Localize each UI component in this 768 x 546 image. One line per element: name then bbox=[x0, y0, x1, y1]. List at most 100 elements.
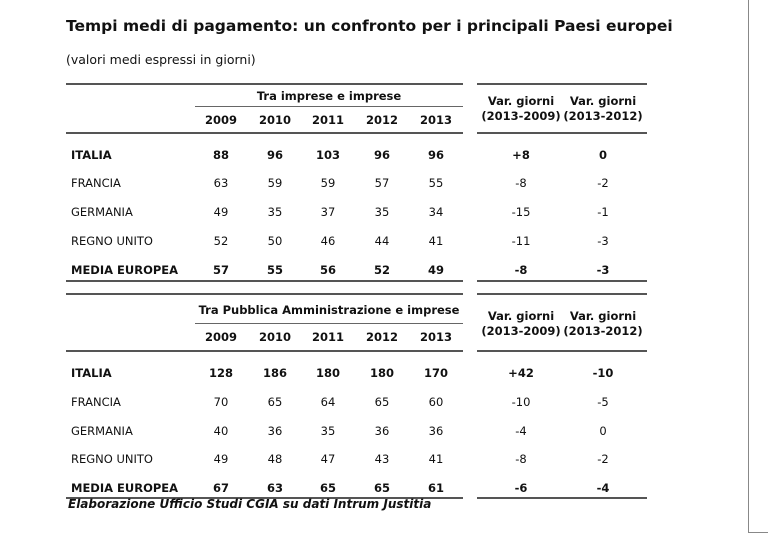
page-edge-right bbox=[748, 0, 749, 532]
table-top-rule-left bbox=[66, 83, 463, 85]
table-cell: 47 bbox=[320, 452, 336, 466]
table-cell: 64 bbox=[320, 395, 336, 409]
row-label: GERMANIA bbox=[71, 424, 133, 438]
table-cell: 50 bbox=[267, 234, 283, 248]
header-rule-right bbox=[477, 132, 647, 134]
var-cell: -2 bbox=[597, 176, 609, 190]
group-header: Tra imprese e imprese bbox=[256, 89, 402, 103]
table-cell: 96 bbox=[266, 148, 284, 162]
table-cell: 52 bbox=[213, 234, 229, 248]
table-cell: 65 bbox=[319, 481, 337, 495]
table-cell: 49 bbox=[213, 205, 229, 219]
row-label: MEDIA EUROPEA bbox=[71, 263, 179, 277]
table-cell: 36 bbox=[267, 424, 283, 438]
var-cell: -4 bbox=[515, 424, 527, 438]
var-cell: +42 bbox=[508, 366, 534, 380]
group-header-rule bbox=[195, 323, 463, 324]
table-cell: 44 bbox=[374, 234, 390, 248]
table-cell: 36 bbox=[428, 424, 444, 438]
table-cell: 103 bbox=[315, 148, 341, 162]
table-cell: 56 bbox=[319, 263, 337, 277]
year-header: 2009 bbox=[204, 113, 238, 127]
table-cell: 41 bbox=[428, 234, 444, 248]
var-cell: +8 bbox=[512, 148, 530, 162]
table-cell: 128 bbox=[208, 366, 234, 380]
var-header-line2: (2013-2012) bbox=[563, 109, 643, 123]
table-cell: 65 bbox=[373, 481, 391, 495]
table-cell: 65 bbox=[374, 395, 390, 409]
group-header: Tra Pubblica Amministrazione e imprese bbox=[198, 303, 460, 317]
table-cell: 52 bbox=[373, 263, 391, 277]
page-subtitle: (valori medi espressi in giorni) bbox=[66, 52, 256, 67]
var-header-line1: Var. giorni bbox=[487, 309, 555, 323]
var-cell: -8 bbox=[515, 452, 527, 466]
header-rule-right bbox=[477, 350, 647, 352]
group-header-rule bbox=[195, 106, 463, 107]
table-cell: 59 bbox=[267, 176, 283, 190]
table-cell: 63 bbox=[213, 176, 229, 190]
table-cell: 41 bbox=[428, 452, 444, 466]
year-header: 2013 bbox=[419, 330, 453, 344]
var-cell: -1 bbox=[597, 205, 609, 219]
row-label: FRANCIA bbox=[71, 395, 121, 409]
table-top-rule-right bbox=[477, 293, 647, 295]
var-header-line1: Var. giorni bbox=[487, 94, 555, 108]
table-top-rule-right bbox=[477, 83, 647, 85]
var-cell: -10 bbox=[511, 395, 531, 409]
table-bottom-rule-right bbox=[477, 280, 647, 282]
table-bottom-rule-right bbox=[477, 497, 647, 499]
var-cell: -5 bbox=[597, 395, 609, 409]
table-cell: 36 bbox=[374, 424, 390, 438]
table-cell: 170 bbox=[423, 366, 449, 380]
var-header-line2: (2013-2009) bbox=[481, 324, 561, 338]
var-cell: 0 bbox=[599, 424, 607, 438]
source-footnote: Elaborazione Ufficio Studi CGIA su dati … bbox=[68, 497, 432, 511]
table-cell: 55 bbox=[266, 263, 284, 277]
year-header: 2009 bbox=[204, 330, 238, 344]
table-bottom-rule-left bbox=[66, 497, 463, 499]
table-bottom-rule-left bbox=[66, 280, 463, 282]
table-cell: 96 bbox=[373, 148, 391, 162]
table-cell: 57 bbox=[374, 176, 390, 190]
table-cell: 35 bbox=[320, 424, 336, 438]
table-cell: 67 bbox=[212, 481, 230, 495]
year-header: 2011 bbox=[311, 113, 345, 127]
table-cell: 186 bbox=[262, 366, 288, 380]
table-cell: 46 bbox=[320, 234, 336, 248]
var-cell: -2 bbox=[597, 452, 609, 466]
table-cell: 35 bbox=[374, 205, 390, 219]
table-cell: 60 bbox=[428, 395, 444, 409]
var-cell: -4 bbox=[596, 481, 610, 495]
row-label: ITALIA bbox=[71, 366, 112, 380]
table-cell: 49 bbox=[213, 452, 229, 466]
table-cell: 59 bbox=[320, 176, 336, 190]
var-cell: 0 bbox=[598, 148, 608, 162]
page-title: Tempi medi di pagamento: un confronto pe… bbox=[66, 17, 673, 35]
var-cell: -6 bbox=[514, 481, 528, 495]
var-cell: -15 bbox=[511, 205, 531, 219]
year-header: 2010 bbox=[258, 113, 292, 127]
table-cell: 65 bbox=[267, 395, 283, 409]
table-cell: 37 bbox=[320, 205, 336, 219]
header-rule-left bbox=[66, 350, 463, 352]
var-cell: -8 bbox=[515, 176, 527, 190]
row-label: GERMANIA bbox=[71, 205, 133, 219]
row-label: REGNO UNITO bbox=[71, 452, 153, 466]
table-cell: 49 bbox=[427, 263, 445, 277]
table-cell: 43 bbox=[374, 452, 390, 466]
row-label: ITALIA bbox=[71, 148, 112, 162]
table-cell: 48 bbox=[267, 452, 283, 466]
table-cell: 63 bbox=[266, 481, 284, 495]
table-cell: 70 bbox=[213, 395, 229, 409]
table-cell: 88 bbox=[212, 148, 230, 162]
table-cell: 57 bbox=[212, 263, 230, 277]
year-header: 2010 bbox=[258, 330, 292, 344]
table-cell: 35 bbox=[267, 205, 283, 219]
var-cell: -3 bbox=[596, 263, 610, 277]
table-cell: 180 bbox=[315, 366, 341, 380]
row-label: MEDIA EUROPEA bbox=[71, 481, 179, 495]
row-label: REGNO UNITO bbox=[71, 234, 153, 248]
var-header-line2: (2013-2012) bbox=[563, 324, 643, 338]
var-header-line2: (2013-2009) bbox=[481, 109, 561, 123]
year-header: 2012 bbox=[365, 113, 399, 127]
